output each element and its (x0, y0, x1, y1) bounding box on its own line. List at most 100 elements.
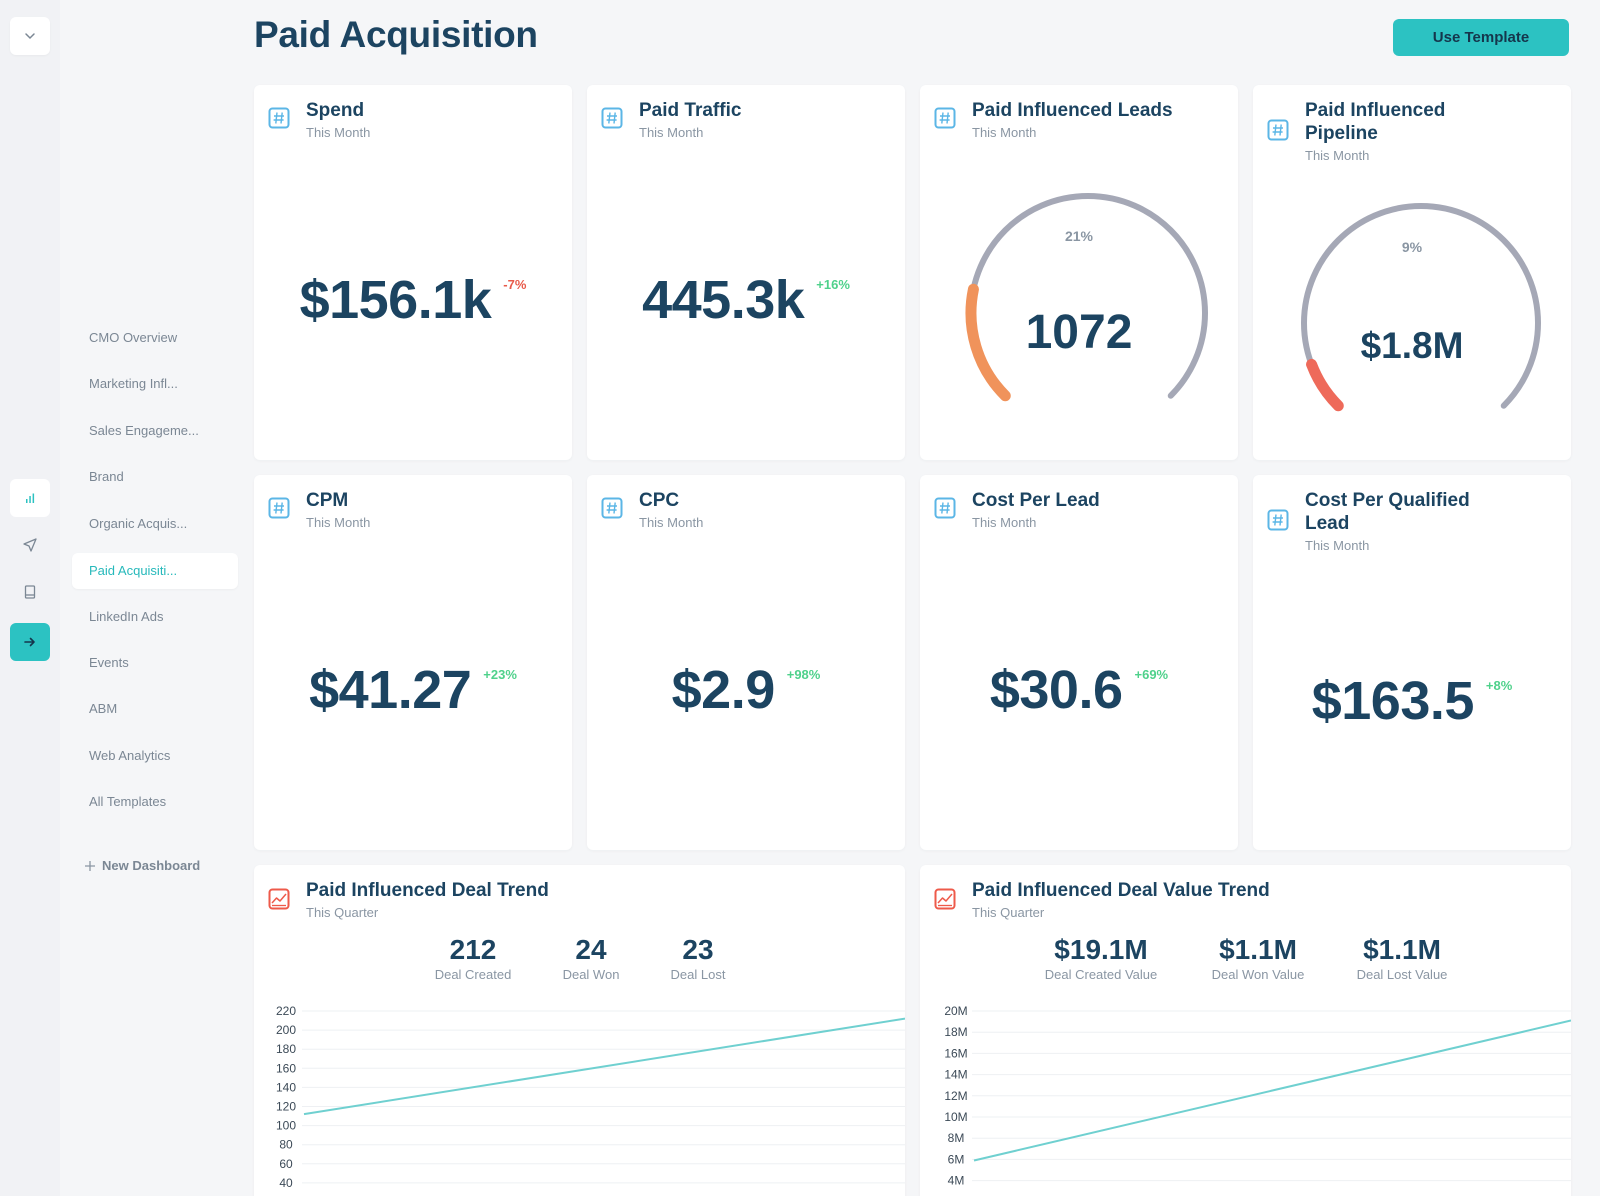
metric-delta: +23% (483, 667, 517, 682)
gauge-track (968, 192, 1208, 399)
gauge-fill (965, 283, 1011, 402)
card-title: Paid Traffic (639, 100, 742, 121)
card-subtitle: This Month (972, 515, 1037, 530)
hash-icon (601, 107, 623, 129)
kpi-deal-created: 212 Deal Created (434, 934, 512, 983)
new-dashboard-button[interactable]: New Dashboard (84, 858, 200, 873)
metric-value: $156.1k (299, 270, 492, 330)
nav-item-abm[interactable]: ABM (89, 701, 118, 716)
metric-delta: +8% (1485, 678, 1513, 693)
rail-expand-button[interactable] (10, 623, 50, 661)
card-title: Paid Influenced Leads (972, 100, 1173, 121)
metric-delta: +69% (1134, 667, 1169, 682)
y-tick-label: 120 (276, 1100, 296, 1114)
nav-item-marketing-influence[interactable]: Marketing Infl... (89, 376, 178, 391)
series-line (303, 1017, 905, 1116)
hash-icon (268, 107, 290, 129)
trend-card-deal-value[interactable]: Paid Influenced Deal Value Trend This Qu… (920, 865, 1571, 1196)
kpi-deal-won-value: $1.1M Deal Won Value (1211, 934, 1305, 983)
card-title: Cost Per Qualified Lead (1305, 490, 1470, 534)
y-tick-label: 16M (944, 1046, 967, 1060)
y-tick-label: 80 (279, 1138, 293, 1152)
gauge-card-paid-influenced-pipeline[interactable]: Paid Influenced Pipeline This Month 9% $… (1253, 85, 1571, 460)
card-title: CPM (306, 490, 349, 511)
kpi-value: 212 (449, 934, 497, 965)
nav-item-linkedin-ads[interactable]: LinkedIn Ads (89, 609, 164, 624)
rail-library-button[interactable] (10, 573, 50, 611)
new-dashboard-label: New Dashboard (102, 858, 201, 873)
card-subtitle: This Month (639, 515, 704, 530)
collapse-toggle-button[interactable] (10, 17, 50, 55)
nav-item-all-templates[interactable]: All Templates (89, 794, 167, 809)
metric-card-cpc[interactable]: CPC This Month $2.9 +98% (587, 475, 905, 850)
y-tick-label: 14M (944, 1068, 967, 1082)
line-chart-icon (934, 888, 956, 910)
gauge-track (1301, 202, 1541, 409)
gauge-fill (1306, 358, 1344, 412)
kpi-deal-lost: 23 Deal Lost (671, 935, 726, 983)
nav-item-cmo-overview[interactable]: CMO Overview (89, 330, 178, 345)
card-title: Cost Per Lead (972, 490, 1100, 511)
card-subtitle: This Month (972, 125, 1037, 140)
deal-value-trend-line-chart: 20M 18M 16M 14M 12M 10M 8M 6M 4M (944, 1004, 1571, 1188)
metric-delta: -7% (503, 277, 527, 292)
gauge-chart (1301, 202, 1541, 412)
trend-card-deal[interactable]: Paid Influenced Deal Trend This Quarter … (254, 865, 905, 1196)
hash-icon (934, 107, 956, 129)
metric-value: $41.27 (309, 660, 472, 720)
card-title: Paid Influenced Deal Value Trend (972, 880, 1270, 901)
y-tick-label: 220 (276, 1004, 296, 1018)
metric-card-cost-per-lead[interactable]: Cost Per Lead This Month $30.6 +69% (920, 475, 1238, 850)
bar-chart-icon (26, 493, 35, 503)
kpi-deal-lost-value: $1.1M Deal Lost Value (1357, 935, 1448, 983)
kpi-label: Deal Created (434, 967, 512, 982)
metric-value: $163.5 (1311, 671, 1475, 731)
y-tick-label: 180 (276, 1042, 296, 1056)
metric-value: $30.6 (989, 660, 1123, 720)
metric-value: $2.9 (671, 660, 776, 720)
card-title: Paid Influenced Pipeline (1305, 100, 1446, 144)
metric-card-paid-traffic[interactable]: Paid Traffic This Month 445.3k +16% (587, 85, 905, 460)
arrow-right-icon (24, 637, 35, 647)
gauge-value: 1072 (1025, 306, 1133, 359)
kpi-value: 24 (575, 934, 607, 965)
metric-card-cost-per-qualified-lead[interactable]: Cost Per Qualified Lead This Month $163.… (1253, 475, 1571, 850)
kpi-label: Deal Won (562, 967, 620, 982)
y-tick-label: 60 (279, 1157, 293, 1171)
hash-icon (268, 497, 290, 519)
rail-dashboards-button[interactable] (10, 479, 50, 517)
hash-icon (934, 497, 956, 519)
y-tick-label: 6M (948, 1152, 965, 1166)
series-line (973, 1019, 1571, 1162)
y-tick-label: 12M (944, 1089, 967, 1103)
nav-item-paid-acquisition[interactable]: Paid Acquisiti... (72, 553, 238, 589)
card-title: Spend (306, 100, 365, 121)
page-title: Paid Acquisition (254, 14, 538, 55)
chevron-down-icon (25, 33, 35, 40)
rail-campaigns-button[interactable] (10, 526, 50, 564)
y-tick-label: 8M (948, 1131, 965, 1145)
kpi-label: Deal Won Value (1211, 967, 1305, 982)
card-subtitle: This Month (306, 125, 371, 140)
icon-rail (0, 0, 60, 1196)
kpi-value: $19.1M (1054, 934, 1148, 965)
y-tick-label: 20M (944, 1004, 967, 1018)
hash-icon (601, 497, 623, 519)
nav-item-events[interactable]: Events (89, 655, 129, 670)
nav-item-organic-acquisition[interactable]: Organic Acquis... (89, 516, 188, 531)
nav-item-sales-engagement[interactable]: Sales Engageme... (89, 423, 199, 438)
card-subtitle: This Month (639, 125, 704, 140)
y-tick-label: 160 (276, 1061, 296, 1075)
plus-icon (85, 860, 95, 871)
metric-card-cpm[interactable]: CPM This Month $41.27 +23% (254, 475, 572, 850)
metric-card-spend[interactable]: Spend This Month $156.1k -7% (254, 85, 572, 460)
gauge-card-paid-influenced-leads[interactable]: Paid Influenced Leads This Month 21% 107… (920, 85, 1238, 460)
nav-item-web-analytics[interactable]: Web Analytics (89, 748, 171, 763)
kpi-value: $1.1M (1219, 934, 1297, 965)
send-icon (23, 538, 37, 552)
card-subtitle: This Month (306, 515, 371, 530)
card-subtitle: This Quarter (306, 905, 379, 920)
book-icon (24, 585, 36, 599)
nav-item-brand[interactable]: Brand (89, 469, 124, 484)
use-template-button[interactable]: Use Template (1393, 19, 1569, 56)
